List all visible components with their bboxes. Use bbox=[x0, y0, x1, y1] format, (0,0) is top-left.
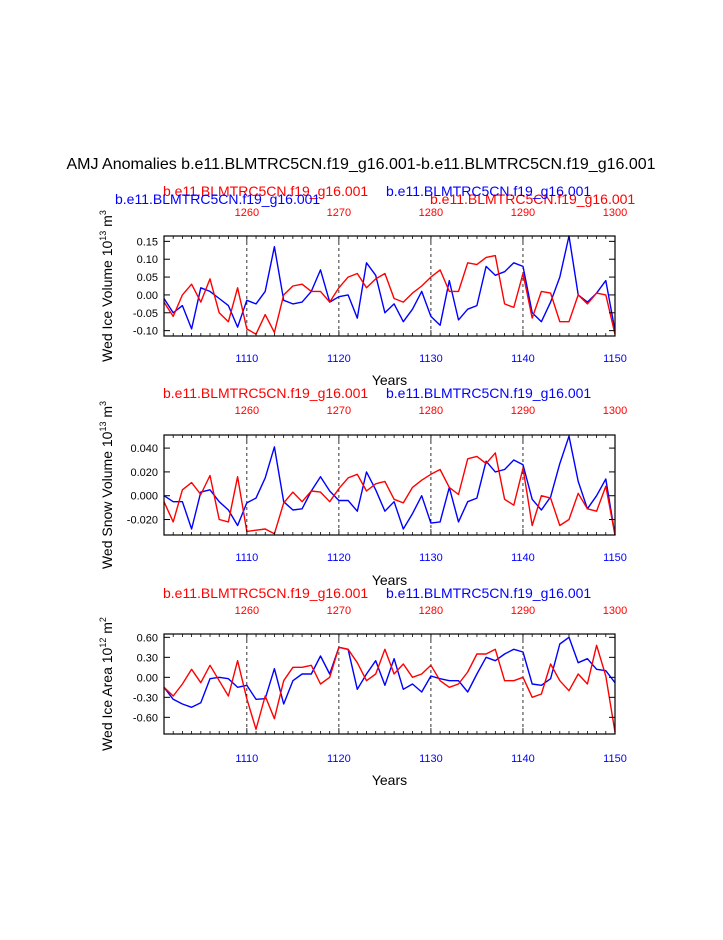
x-tick-label-bottom: 1140 bbox=[511, 552, 535, 564]
y-tick-label: -0.05 bbox=[133, 308, 158, 320]
y-axis-label-part: Wed Ice Volume 10 bbox=[99, 241, 115, 362]
x-tick-label-bottom: 1150 bbox=[603, 353, 627, 365]
x-tick-label-top: 1280 bbox=[419, 207, 443, 219]
x-tick-label-top: 1290 bbox=[511, 605, 535, 617]
y-axis-label-part: m bbox=[99, 215, 115, 231]
y-tick-label: 0.15 bbox=[137, 236, 158, 248]
y-tick-label: -0.020 bbox=[127, 515, 158, 527]
plot-frame bbox=[163, 235, 616, 337]
y-axis-label-superscript: 13 bbox=[98, 422, 108, 432]
series-line-red bbox=[163, 452, 616, 536]
y-tick-label: 0.00 bbox=[137, 672, 158, 684]
plot-frame bbox=[163, 434, 616, 536]
x-tick-label-top: 1270 bbox=[327, 605, 351, 617]
x-tick-label-top: 1280 bbox=[419, 405, 443, 417]
y-axis-label-superscript: 3 bbox=[98, 210, 108, 215]
x-tick-label-top: 1300 bbox=[603, 605, 627, 617]
y-tick-label: 0.040 bbox=[130, 443, 158, 455]
y-tick-label: 0.10 bbox=[137, 254, 158, 266]
x-tick-label-top: 1280 bbox=[419, 605, 443, 617]
x-tick-label-bottom: 1140 bbox=[511, 353, 535, 365]
figure-title: AMJ Anomalies b.e11.BLMTRC5CN.f19_g16.00… bbox=[66, 156, 655, 173]
y-axis-label-part: Wed Ice Area 10 bbox=[99, 647, 115, 750]
x-tick-label-top: 1270 bbox=[327, 207, 351, 219]
x-tick-label-top: 1300 bbox=[603, 405, 627, 417]
y-axis-label: Wed Snow Volume 1013 m3 bbox=[98, 401, 115, 569]
x-tick-label-bottom: 1140 bbox=[511, 753, 535, 765]
legend-red: b.e11.BLMTRC5CN.f19_g16.001 bbox=[163, 385, 368, 401]
y-axis-label-part: m bbox=[99, 406, 115, 422]
y-tick-label: 0.60 bbox=[137, 632, 158, 644]
y-tick-label: 0.020 bbox=[130, 467, 158, 479]
y-tick-label: 0.000 bbox=[130, 491, 158, 503]
x-tick-label-bottom: 1130 bbox=[419, 353, 443, 365]
legend-blue: b.e11.BLMTRC5CN.f19_g16.001 bbox=[386, 585, 591, 601]
panel-ice-area: -0.60 -0.30 0.00 0.30 0.60 1110 1120 1130 1140 11… bbox=[98, 585, 627, 788]
y-axis-label: Wed Ice Area 1012 m2 bbox=[98, 617, 115, 751]
x-tick-label-bottom: 1120 bbox=[327, 753, 351, 765]
x-tick-label-top: 1260 bbox=[235, 605, 259, 617]
y-axis-label-superscript: 13 bbox=[98, 231, 108, 241]
series-line-blue bbox=[163, 435, 616, 536]
legend-blue-overlap: b.e11.BLMTRC5CN.f19_g16.001 bbox=[386, 183, 591, 199]
x-tick-label-bottom: 1110 bbox=[235, 353, 258, 365]
x-tick-label-top: 1260 bbox=[235, 207, 259, 219]
y-axis-label-part: m bbox=[99, 622, 115, 638]
y-tick-label: 0.05 bbox=[137, 272, 158, 284]
y-axis-label-superscript: 2 bbox=[98, 617, 108, 622]
series-line-blue bbox=[163, 636, 616, 708]
y-tick-label: -0.60 bbox=[133, 712, 158, 724]
panel-snow-volume: -0.020 0.000 0.020 0.040 1110 1120 1130 1140 115… bbox=[98, 385, 627, 588]
series-line-red bbox=[163, 644, 616, 733]
y-axis-label-part: Wed Snow Volume 10 bbox=[99, 431, 115, 569]
legend-red-overlap: b.e11.BLMTRC5CN.f19_g16.001 bbox=[430, 191, 635, 207]
panel-ice-volume: -0.10 -0.05 0.00 0.05 0.10 0.15 1110 1120 1130 11… bbox=[98, 183, 635, 388]
x-tick-label-bottom: 1110 bbox=[235, 753, 258, 765]
x-tick-label-top: 1260 bbox=[235, 405, 259, 417]
x-tick-label-bottom: 1130 bbox=[419, 552, 443, 564]
plot-frame bbox=[163, 633, 616, 735]
series-line-red bbox=[163, 254, 616, 335]
x-tick-label-top: 1270 bbox=[327, 405, 351, 417]
y-axis-label-superscript: 12 bbox=[98, 638, 108, 648]
legend-red: b.e11.BLMTRC5CN.f19_g16.001 bbox=[163, 585, 368, 601]
y-tick-label: 0.30 bbox=[137, 652, 158, 664]
x-axis-label: Years bbox=[372, 372, 407, 388]
x-tick-label-top: 1290 bbox=[511, 207, 535, 219]
x-tick-label-bottom: 1150 bbox=[603, 552, 627, 564]
x-axis-label: Years bbox=[372, 772, 407, 788]
y-axis-label: Wed Ice Volume 1013 m3 bbox=[98, 210, 115, 362]
x-tick-label-top: 1290 bbox=[511, 405, 535, 417]
legend-blue: b.e11.BLMTRC5CN.f19_g16.001 bbox=[115, 191, 320, 207]
y-tick-label: -0.10 bbox=[133, 326, 158, 338]
x-axis-label: Years bbox=[372, 572, 407, 588]
legend-red: b.e11.BLMTRC5CN.f19_g16.001 bbox=[163, 183, 368, 199]
legend-blue: b.e11.BLMTRC5CN.f19_g16.001 bbox=[386, 385, 591, 401]
y-tick-label: 0.00 bbox=[137, 290, 158, 302]
x-tick-label-top: 1300 bbox=[603, 207, 627, 219]
x-tick-label-bottom: 1130 bbox=[419, 753, 443, 765]
x-tick-label-bottom: 1110 bbox=[235, 552, 258, 564]
series-line-blue bbox=[163, 235, 616, 331]
x-tick-label-bottom: 1120 bbox=[327, 353, 351, 365]
y-tick-label: -0.30 bbox=[133, 692, 158, 704]
x-tick-label-bottom: 1120 bbox=[327, 552, 351, 564]
x-tick-label-bottom: 1150 bbox=[603, 753, 627, 765]
y-axis-label-superscript: 3 bbox=[98, 401, 108, 406]
